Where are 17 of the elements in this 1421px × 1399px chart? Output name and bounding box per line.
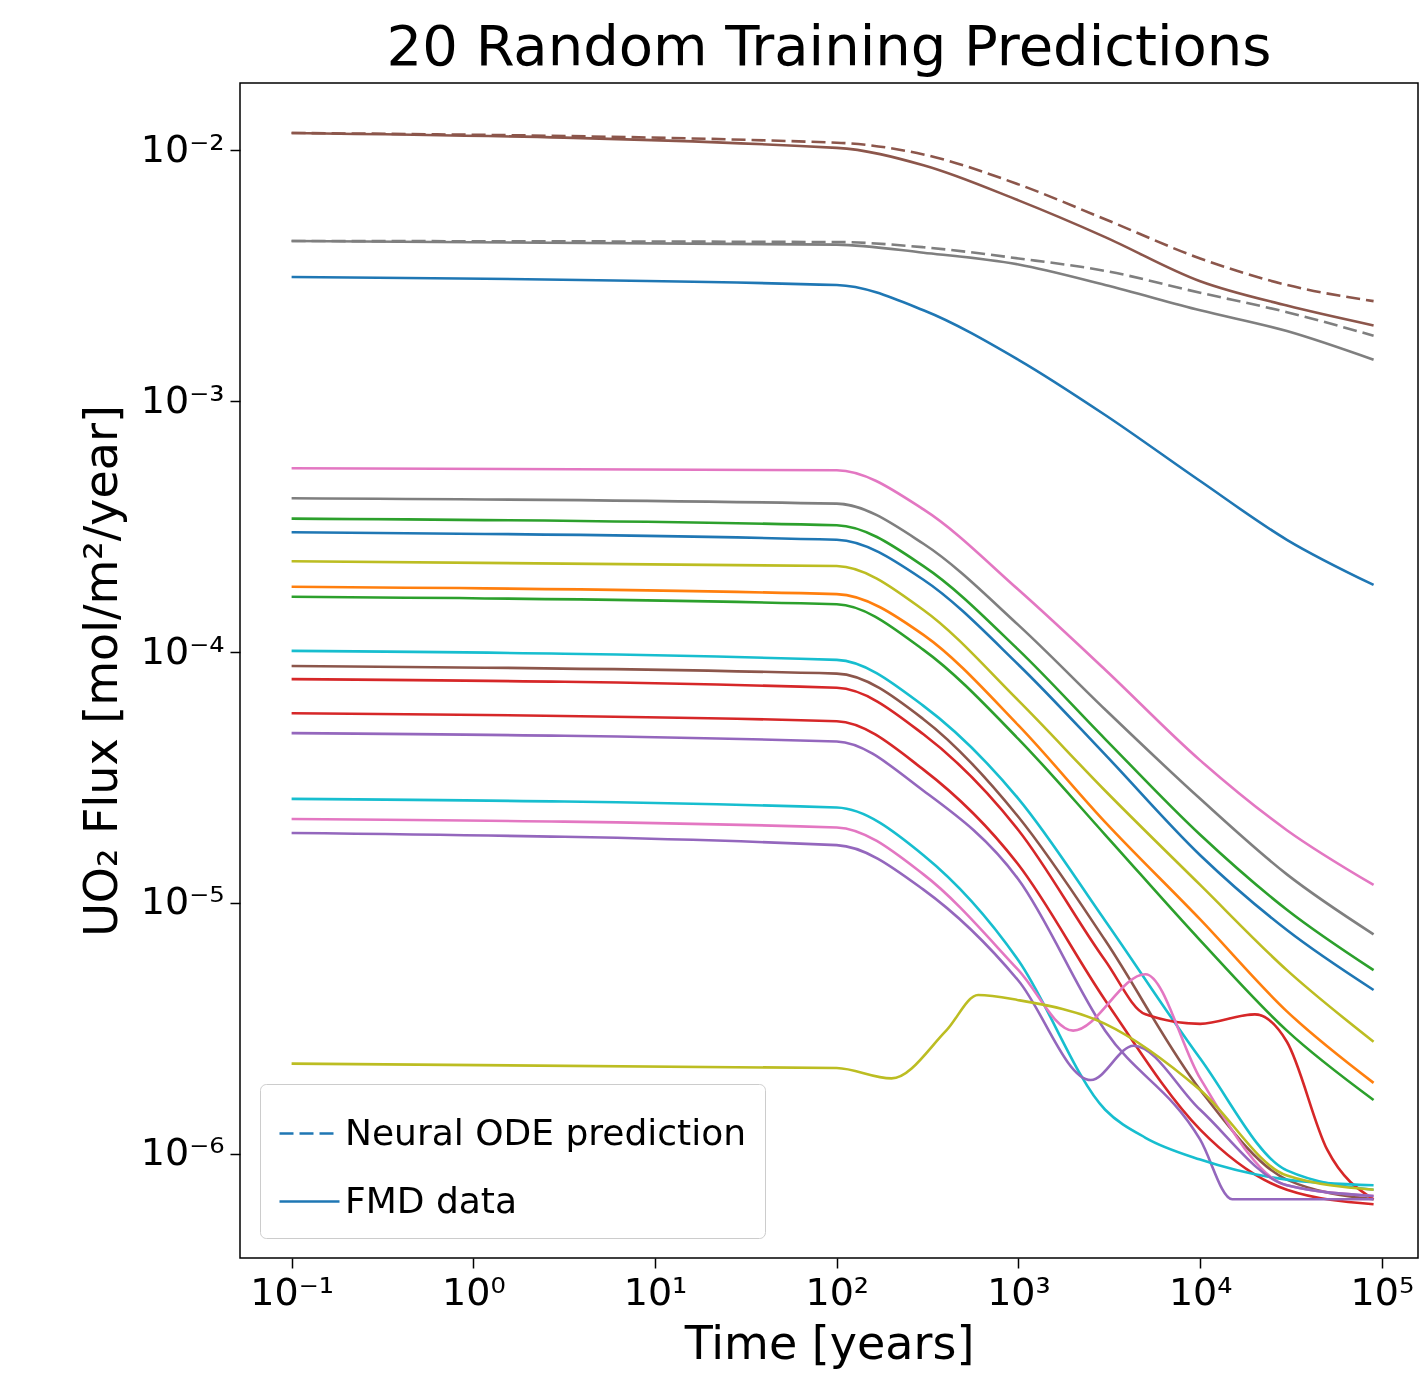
- x-tick-label: 10¹: [623, 1269, 688, 1314]
- y-tick-label: 10⁻⁶: [140, 1130, 225, 1175]
- x-axis-title: Time [years]: [683, 1315, 975, 1370]
- x-tick-label: 10⁵: [1350, 1269, 1415, 1314]
- y-tick-label: 10⁻³: [140, 377, 225, 422]
- legend-label: FMD data: [345, 1179, 518, 1221]
- y-tick-label: 10⁻⁵: [140, 879, 225, 924]
- y-tick-label: 10⁻⁴: [140, 628, 225, 673]
- x-tick-label: 10³: [987, 1269, 1051, 1314]
- y-axis-title: UO₂ Flux [mol/m²/year]: [73, 405, 128, 937]
- x-tick-label: 10²: [805, 1269, 870, 1314]
- y-tick-label: 10⁻²: [140, 126, 225, 171]
- legend-label: Neural ODE prediction: [345, 1111, 747, 1153]
- chart-title: 20 Random Training Predictions: [386, 13, 1272, 78]
- x-tick-label: 10⁻¹: [250, 1269, 334, 1314]
- x-tick-label: 10⁰: [442, 1269, 506, 1314]
- x-tick-label: 10⁴: [1168, 1269, 1233, 1314]
